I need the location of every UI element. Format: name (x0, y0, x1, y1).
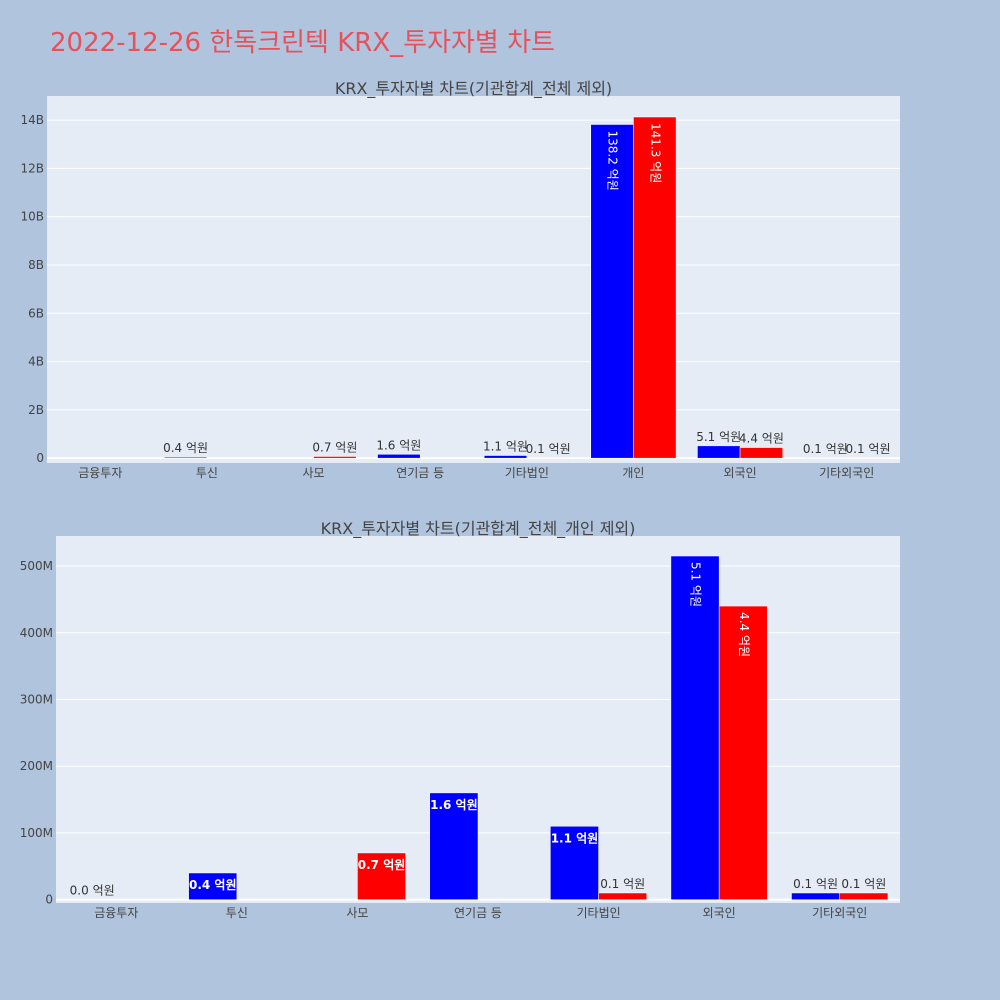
y-tick-label: 10B (20, 210, 44, 224)
x-tick-label: 기타외국인 (812, 906, 867, 920)
bar (357, 852, 406, 900)
data-label: 0.1 억원 (803, 442, 848, 456)
data-label: 5.1 억원 (689, 562, 703, 607)
x-tick-label: 외국인 (724, 466, 757, 480)
data-label: 138.2 억원 (606, 130, 620, 190)
data-label: 0.4 억원 (189, 878, 237, 892)
x-tick-label: 기타법인 (505, 466, 549, 480)
x-tick-label: 외국인 (703, 906, 736, 920)
data-label: 4.4 억원 (739, 432, 784, 446)
data-label: 1.1 억원 (483, 440, 528, 454)
y-tick-label: 400M (20, 626, 53, 640)
bar (429, 792, 479, 900)
x-tick-label: 사모 (346, 906, 368, 920)
y-tick-label: 500M (20, 559, 53, 573)
x-tick-label: 기타외국인 (819, 466, 874, 480)
y-tick-label: 300M (20, 692, 53, 706)
plot-area (47, 96, 900, 463)
bar (791, 892, 840, 900)
x-tick-label: 투신 (196, 466, 218, 480)
bar (633, 116, 677, 459)
bar (670, 555, 720, 900)
data-label: 1.6 억원 (376, 438, 421, 452)
x-tick-label: 기타법인 (576, 906, 620, 920)
bar (377, 454, 421, 459)
y-tick-label: 200M (20, 759, 53, 773)
x-tick-label: 금융투자 (94, 906, 138, 920)
bar (598, 892, 648, 900)
y-tick-label: 12B (20, 161, 44, 175)
data-label: 0.7 억원 (358, 858, 406, 872)
x-tick-label: 개인 (622, 466, 644, 480)
data-label: 4.4 억원 (737, 612, 751, 657)
bar (839, 892, 889, 900)
x-tick-label: 연기금 등 (396, 466, 444, 480)
data-label: 5.1 억원 (696, 430, 741, 444)
data-label: 1.1 억원 (551, 831, 599, 845)
data-label: 0.1 억원 (793, 877, 838, 891)
data-label: 0.1 억원 (600, 877, 645, 891)
y-tick-label: 0 (45, 893, 53, 907)
x-tick-label: 투신 (226, 906, 248, 920)
data-label: 0.1 억원 (841, 877, 886, 891)
bar (697, 445, 741, 459)
bar (550, 826, 599, 900)
chart-title: KRX_투자자별 차트(기관합계_전체_개인 제외) (321, 519, 636, 539)
bar (188, 872, 238, 900)
y-tick-label: 6B (28, 306, 44, 320)
data-label: 1.6 억원 (430, 798, 478, 812)
bar (313, 456, 357, 459)
bar (718, 605, 768, 900)
y-tick-label: 0 (36, 451, 44, 465)
y-tick-label: 100M (20, 826, 53, 840)
page-title: 2022-12-26 한독크린텍 KRX_투자자별 차트 (50, 28, 555, 58)
data-label: 0.1 억원 (846, 442, 891, 456)
bar (590, 124, 634, 459)
data-label: 0.0 억원 (70, 884, 115, 898)
y-tick-label: 2B (28, 403, 44, 417)
x-tick-label: 연기금 등 (454, 906, 502, 920)
data-label: 0.7 억원 (312, 440, 357, 454)
bar (483, 455, 528, 459)
data-label: 0.4 억원 (163, 441, 208, 455)
data-label: 141.3 억원 (648, 123, 662, 183)
chart-krx-excluding-institution-total-and-individual: 0 100M 200M 300M 400M 500M KRX_투자자별 차트(기관합계_전체… (20, 519, 900, 920)
x-tick-label: 사모 (303, 466, 325, 480)
bar (164, 456, 208, 459)
chart-krx-excluding-institution-total: 0 2B 4B 6B 8B 10B 12B 14B KRX_투자자별 차트(기관합계_전체 제외… (20, 79, 900, 480)
bar (739, 447, 783, 459)
y-tick-label: 8B (28, 258, 44, 272)
y-tick-label: 14B (20, 113, 44, 127)
y-tick-label: 4B (28, 355, 44, 369)
data-label: 0.1 억원 (526, 442, 571, 456)
chart-title: KRX_투자자별 차트(기관합계_전체 제외) (335, 79, 612, 99)
x-tick-label: 금융투자 (78, 466, 122, 480)
